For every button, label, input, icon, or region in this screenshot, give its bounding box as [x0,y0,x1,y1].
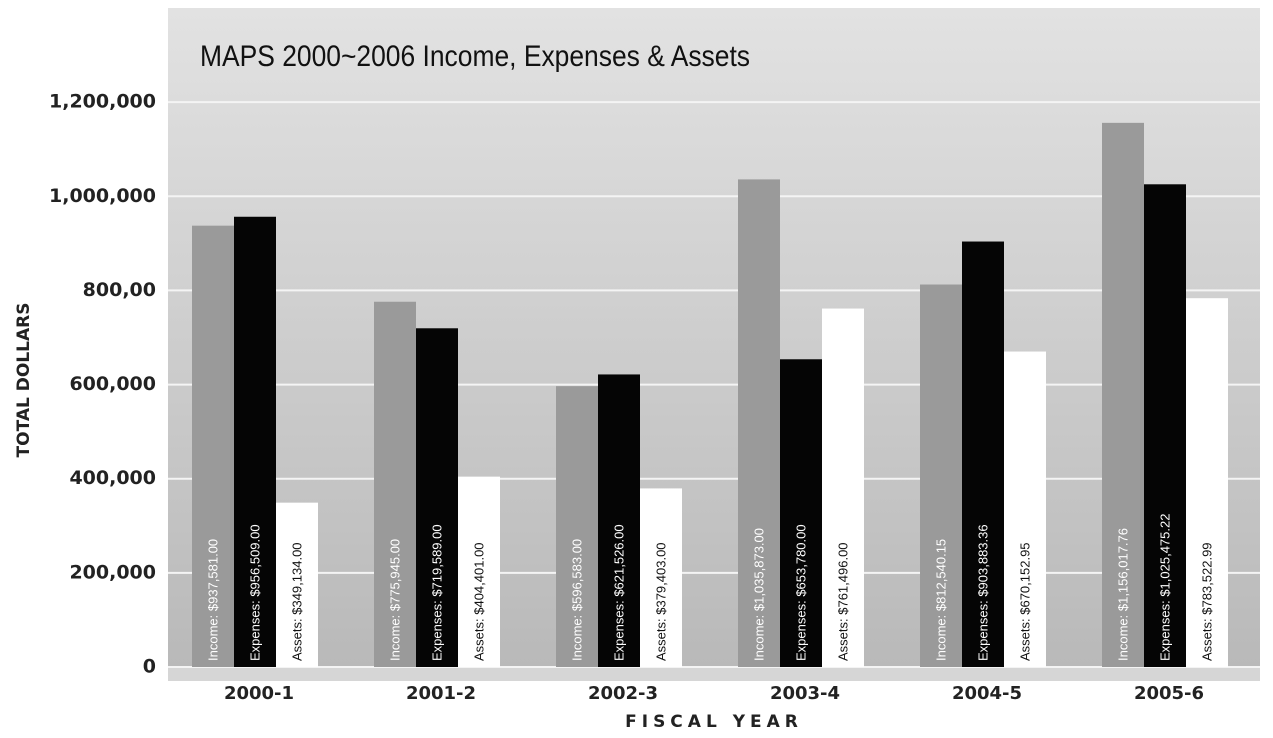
x-tick-label: 2004-5 [952,683,1022,704]
bar [1102,122,1144,667]
bar [416,328,458,667]
plot-floor [168,667,1260,681]
bar [276,502,318,667]
value-label: Expenses: $621,526.00 [611,524,626,661]
y-tick-label: 800,00 [83,279,156,301]
x-tick-label: 2002-3 [588,683,658,704]
bar [962,241,1004,668]
x-tick-label: 2000-1 [224,683,294,704]
value-label: Assets: $404,401.00 [471,542,486,661]
y-tick-label: 1,200,000 [49,91,156,113]
chart-title: MAPS 2000~2006 Income, Expenses & Assets [200,40,750,73]
y-axis-label: TOTAL DOLLARS [14,303,34,458]
value-label: Expenses: $653,780.00 [793,524,808,661]
bar [598,374,640,667]
x-tick-label: 2003-4 [770,683,840,704]
value-label: Expenses: $903,883.36 [975,524,990,661]
value-label: Income: $596,583.00 [569,539,584,661]
y-tick-label: 200,000 [69,561,156,583]
value-label: Assets: $761,496.00 [835,542,850,661]
y-tick-label: 1,000,000 [49,185,156,207]
y-tick-label: 600,000 [69,373,156,395]
bar [920,284,962,667]
bars [192,122,1228,668]
plot-background [168,8,1260,667]
value-label: Assets: $670,152.95 [1017,542,1032,661]
x-tick-label: 2005-6 [1134,683,1204,704]
value-label: Income: $812,540.15 [933,539,948,661]
x-tick-label: 2001-2 [406,683,476,704]
grid [168,101,1260,668]
value-label: Expenses: $719,589.00 [429,524,444,661]
value-label: Expenses: $956,509.00 [247,524,262,661]
bar [374,301,416,667]
value-label: Income: $1,156,017.76 [1115,528,1130,661]
y-tick-label: 0 [143,656,156,678]
bar [822,308,864,667]
bar [640,488,682,667]
x-axis-label: FISCAL YEAR [625,712,803,732]
value-label: Income: $937,581.00 [205,539,220,661]
bar [1144,184,1186,667]
value-label: Expenses: $1,025,475.22 [1157,514,1172,661]
bar [192,225,234,667]
bar [780,359,822,667]
value-label: Income: $775,945.00 [387,539,402,661]
bar [458,476,500,667]
value-label: Assets: $783,522.99 [1199,542,1214,661]
value-label: Assets: $379,403.00 [653,542,668,661]
value-label: Income: $1,035,873.00 [751,528,766,661]
y-tick-label: 400,000 [69,467,156,489]
bar [234,216,276,667]
bar [1004,351,1046,667]
bar [1186,298,1228,667]
bar [556,386,598,667]
bar [738,179,780,667]
labels: Income: $937,581.00 Expenses: $956,509.00… [205,514,1214,661]
value-label: Assets: $349,134.00 [289,542,304,661]
